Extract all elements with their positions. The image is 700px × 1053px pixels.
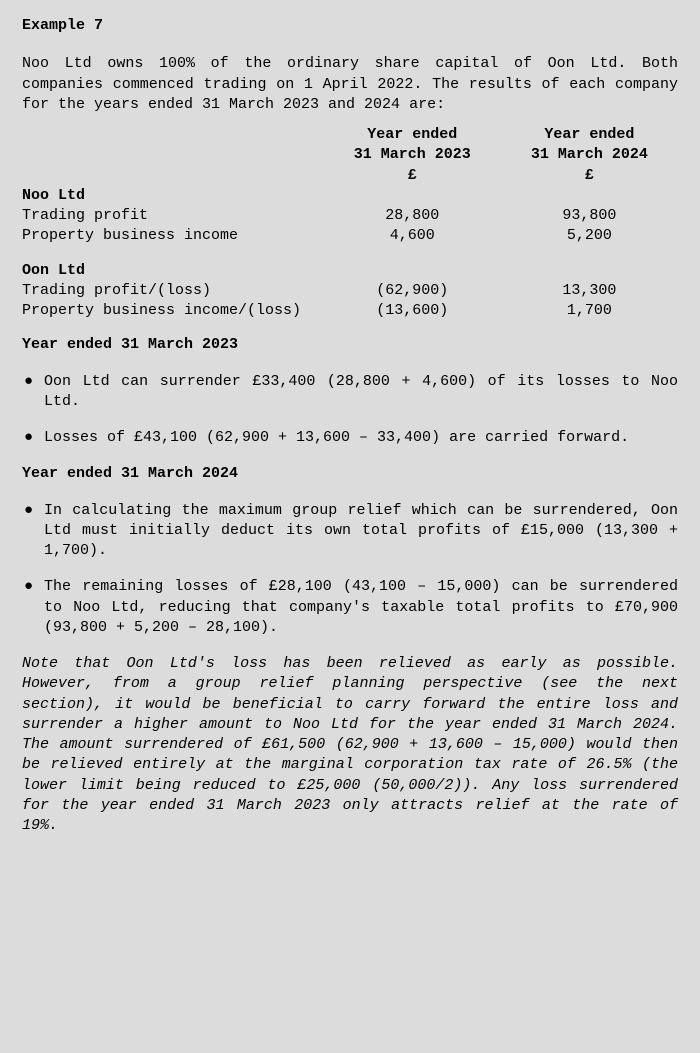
table-header-row-2: 31 March 2023 31 March 2024: [22, 145, 678, 165]
cell-value: 93,800: [501, 206, 678, 226]
note-paragraph: Note that Oon Ltd's loss has been reliev…: [22, 654, 678, 836]
table-row: Property business income/(loss) (13,600)…: [22, 301, 678, 321]
table-header-row-1: Year ended Year ended: [22, 125, 678, 145]
bullet-text: Oon Ltd can surrender £33,400 (28,800 + …: [44, 372, 678, 413]
bullets-2024: ● In calculating the maximum group relie…: [22, 501, 678, 639]
bullet-text: The remaining losses of £28,100 (43,100 …: [44, 577, 678, 638]
bullet-icon: ●: [22, 577, 44, 638]
results-table: Year ended Year ended 31 March 2023 31 M…: [22, 125, 678, 321]
cell-value: 1,700: [501, 301, 678, 321]
table-row: Trading profit/(loss) (62,900) 13,300: [22, 281, 678, 301]
intro-paragraph: Noo Ltd owns 100% of the ordinary share …: [22, 54, 678, 115]
example-title: Example 7: [22, 16, 678, 36]
row-label: Property business income: [22, 226, 324, 246]
bullet-text: Losses of £43,100 (62,900 + 13,600 – 33,…: [44, 428, 678, 448]
cell-value: 5,200: [501, 226, 678, 246]
list-item: ● Losses of £43,100 (62,900 + 13,600 – 3…: [22, 428, 678, 448]
row-label: Trading profit/(loss): [22, 281, 324, 301]
noo-label: Noo Ltd: [22, 186, 324, 206]
oon-section-row: Oon Ltd: [22, 261, 678, 281]
noo-section-row: Noo Ltd: [22, 186, 678, 206]
table-row: Property business income 4,600 5,200: [22, 226, 678, 246]
row-label: Trading profit: [22, 206, 324, 226]
row-label: Property business income/(loss): [22, 301, 324, 321]
header-date-1: 31 March 2023: [324, 145, 501, 165]
bullets-2023: ● Oon Ltd can surrender £33,400 (28,800 …: [22, 372, 678, 449]
cell-value: 13,300: [501, 281, 678, 301]
oon-label: Oon Ltd: [22, 261, 324, 281]
cell-value: 4,600: [324, 226, 501, 246]
cell-value: (13,600): [324, 301, 501, 321]
list-item: ● In calculating the maximum group relie…: [22, 501, 678, 562]
header-year-ended-1: Year ended: [324, 125, 501, 145]
table-header-row-3: £ £: [22, 166, 678, 186]
cell-value: (62,900): [324, 281, 501, 301]
cell-value: 28,800: [324, 206, 501, 226]
list-item: ● Oon Ltd can surrender £33,400 (28,800 …: [22, 372, 678, 413]
header-date-2: 31 March 2024: [501, 145, 678, 165]
section-heading-2023: Year ended 31 March 2023: [22, 335, 678, 355]
table-spacer: [22, 247, 678, 261]
section-heading-2024: Year ended 31 March 2024: [22, 464, 678, 484]
table-row: Trading profit 28,800 93,800: [22, 206, 678, 226]
list-item: ● The remaining losses of £28,100 (43,10…: [22, 577, 678, 638]
header-currency-2: £: [501, 166, 678, 186]
bullet-icon: ●: [22, 428, 44, 448]
header-year-ended-2: Year ended: [501, 125, 678, 145]
bullet-icon: ●: [22, 372, 44, 413]
bullet-text: In calculating the maximum group relief …: [44, 501, 678, 562]
bullet-icon: ●: [22, 501, 44, 562]
header-currency-1: £: [324, 166, 501, 186]
